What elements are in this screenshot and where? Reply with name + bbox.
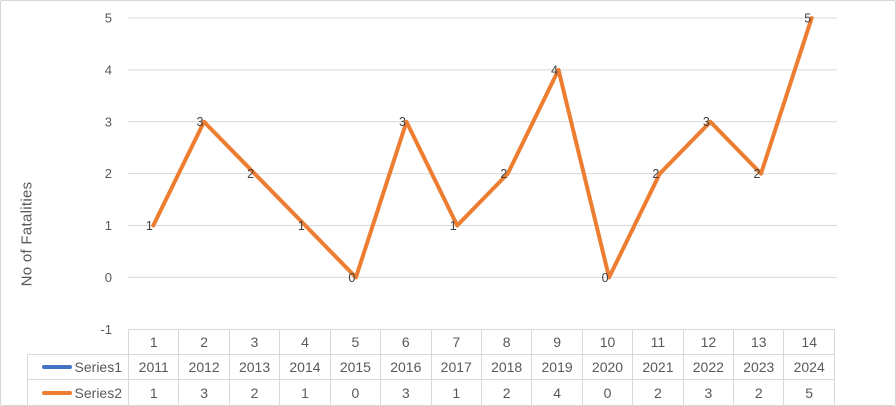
value-cell: 2021	[632, 354, 684, 380]
table-header-row: 1 2 3 4 5 6 7 8 9 10 11 12 13 14	[28, 329, 835, 355]
series2-legend-cell[interactable]: Series2	[27, 379, 129, 405]
category-header-cell: 2	[178, 329, 230, 355]
value-cell: 2016	[380, 354, 432, 380]
value-cell: 2020	[581, 354, 634, 380]
category-header-cell: 7	[430, 329, 482, 355]
table-corner-cell	[28, 330, 129, 355]
y-tick-label: 3	[105, 114, 112, 129]
data-label: 0	[602, 271, 609, 285]
data-label: 3	[399, 115, 406, 129]
value-cell: 4	[531, 379, 583, 405]
series2-label: Series2	[74, 384, 122, 401]
category-header-cell: 9	[531, 329, 583, 355]
table-row: Series1 2011 2012 2013 2014 2015 2016 2017 2018 2…	[27, 354, 835, 380]
category-header-cell: 3	[228, 329, 281, 355]
value-cell: 3	[682, 379, 735, 405]
value-cell: 2018	[480, 354, 533, 380]
data-label: 4	[551, 63, 558, 77]
category-header-cell: 10	[581, 329, 634, 355]
data-label: 3	[197, 115, 204, 129]
value-cell: 2	[228, 379, 281, 405]
data-label: 3	[703, 115, 710, 129]
y-tick-label: 2	[105, 166, 112, 181]
category-header-cell: 6	[380, 329, 432, 355]
value-cell: 2011	[127, 354, 180, 380]
data-label: 2	[247, 167, 254, 181]
value-cell: 2013	[228, 354, 281, 380]
category-header-cell: 8	[480, 329, 533, 355]
value-cell: 0	[329, 379, 382, 405]
category-header-cell: 4	[279, 329, 331, 355]
data-label: 1	[146, 219, 153, 233]
value-cell: 1	[430, 379, 482, 405]
value-cell: 2	[632, 379, 684, 405]
category-header-cell: 12	[682, 329, 735, 355]
y-tick-label: 5	[105, 11, 112, 26]
value-cell: 2012	[178, 354, 230, 380]
value-cell: 2014	[279, 354, 331, 380]
category-header-cell: 11	[632, 329, 684, 355]
series2-line[interactable]	[151, 16, 814, 280]
y-tick-label: 0	[105, 270, 112, 285]
y-tick-label: 1	[105, 218, 112, 233]
value-cell: 2	[480, 379, 533, 405]
value-cell: 2015	[329, 354, 382, 380]
value-cell: 2023	[733, 354, 785, 380]
category-header-cell: 5	[329, 329, 382, 355]
value-cell: 0	[581, 379, 634, 405]
data-label: 1	[450, 219, 457, 233]
value-cell: 3	[178, 379, 230, 405]
data-label: 1	[298, 219, 305, 233]
data-label: 0	[348, 271, 355, 285]
data-label: 2	[754, 167, 761, 181]
series2-key-icon	[41, 390, 72, 395]
category-header-cell: 1	[127, 329, 180, 355]
value-cell: 2017	[430, 354, 482, 380]
data-label: 2	[652, 167, 659, 181]
value-cell: 2024	[783, 354, 835, 380]
value-cell: 3	[380, 379, 432, 405]
category-header-cell: 13	[733, 329, 785, 355]
series1-legend-cell[interactable]: Series1	[27, 354, 129, 380]
value-cell: 2	[733, 379, 785, 405]
series1-label: Series1	[74, 359, 122, 375]
y-tick-label: 4	[105, 62, 112, 77]
chart-data-table[interactable]: 1 2 3 4 5 6 7 8 9 10 11 12 13 14 Series1 2011 2012 2013 20…	[27, 329, 835, 405]
table-row: Series2 1 3 2 1 0 3 1 2 4 0 2 3 2 5	[27, 379, 835, 405]
data-label: 2	[500, 167, 507, 181]
series1-key-icon	[41, 365, 72, 370]
value-cell: 1	[279, 379, 331, 405]
value-cell: 5	[783, 379, 835, 405]
value-cell: 2019	[531, 354, 583, 380]
category-header-cell: 14	[783, 329, 835, 355]
value-cell: 1	[127, 379, 180, 405]
value-cell: 2022	[682, 354, 735, 380]
data-label: 5	[804, 11, 811, 25]
y-tick-label: -1	[100, 322, 112, 337]
